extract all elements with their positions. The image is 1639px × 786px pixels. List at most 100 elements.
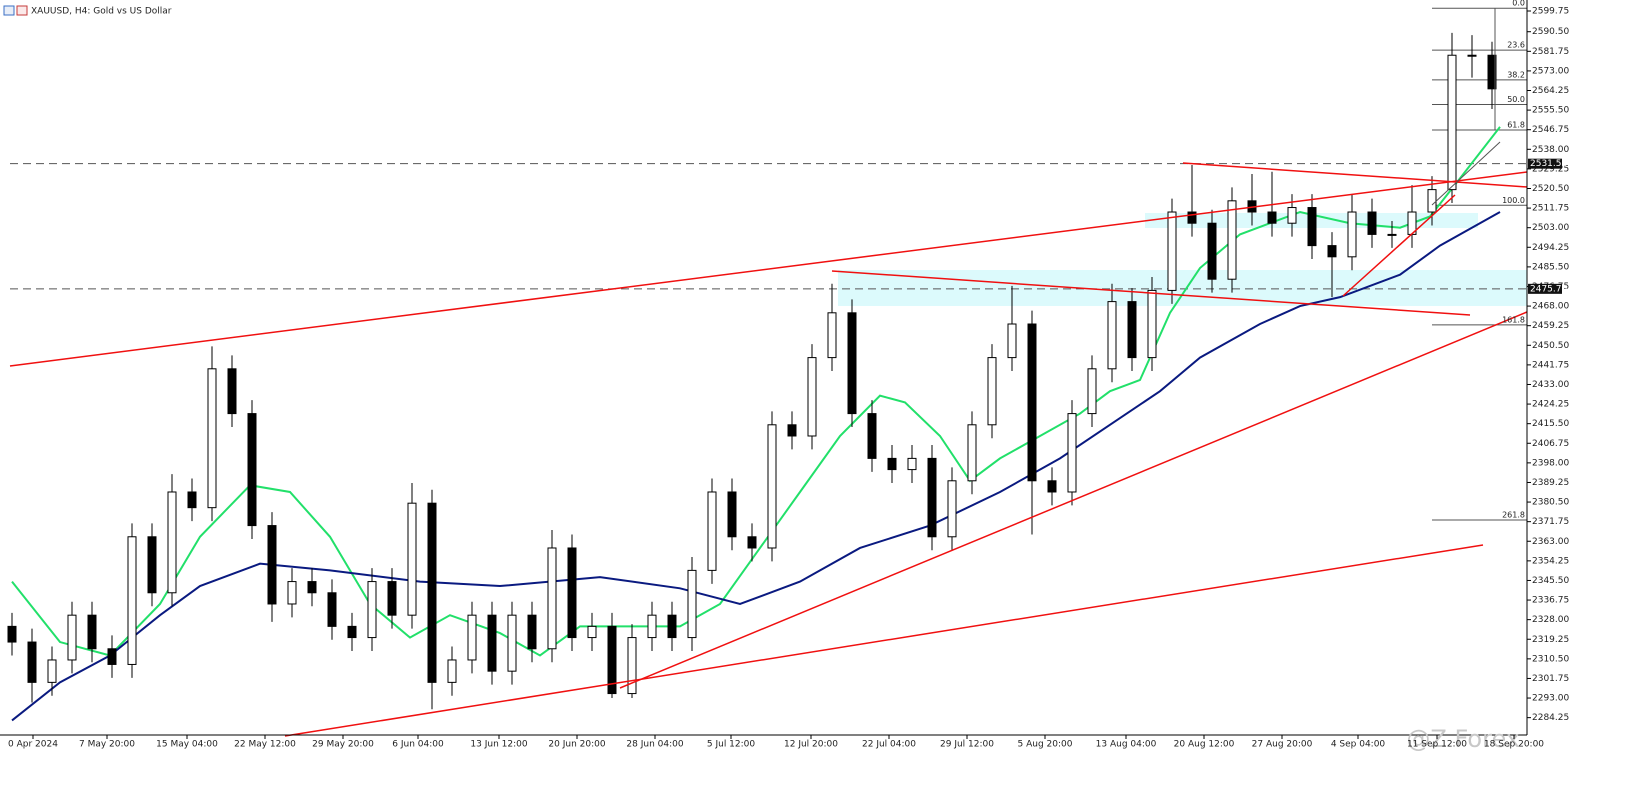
candle-body xyxy=(227,368,237,415)
y-tick-label: 2468.00 xyxy=(1532,302,1569,312)
candle-body xyxy=(407,502,417,616)
y-tick-label: 2441.75 xyxy=(1532,360,1569,370)
candle-body xyxy=(927,457,937,538)
candle-body xyxy=(67,614,77,661)
x-tick-label: 7 May 20:00 xyxy=(79,740,135,750)
y-tick-label: 2398.00 xyxy=(1532,458,1569,468)
candle-body xyxy=(807,357,817,437)
candle-body xyxy=(27,641,37,683)
candle-body xyxy=(287,581,297,605)
candle-body xyxy=(107,648,117,665)
candle-body xyxy=(1007,323,1017,359)
x-tick-label: 29 May 20:00 xyxy=(312,740,374,750)
zone xyxy=(838,270,1527,306)
y-tick-label: 2424.25 xyxy=(1532,400,1569,410)
x-tick-label: 5 Jul 12:00 xyxy=(707,740,756,750)
candle-body xyxy=(187,491,197,509)
moving-average xyxy=(11,211,1501,722)
candle-body xyxy=(847,312,857,415)
candle-body xyxy=(167,491,177,594)
candle-body xyxy=(127,536,137,665)
y-tick-label: 2573.00 xyxy=(1532,66,1569,76)
y-tick-label: 2590.50 xyxy=(1532,27,1569,37)
candle-body xyxy=(1307,207,1317,247)
candle-body xyxy=(547,547,557,650)
fib-label: 38.2 xyxy=(1507,70,1525,79)
y-tick-label: 2485.50 xyxy=(1532,262,1569,272)
candle-body xyxy=(567,547,577,639)
price-tag xyxy=(1528,158,1562,169)
candle-body xyxy=(1147,289,1157,359)
trendline xyxy=(1342,194,1456,297)
x-tick-label: 6 Jun 04:00 xyxy=(392,740,444,750)
candle-body xyxy=(1107,301,1117,370)
candle-body xyxy=(1427,189,1437,213)
y-tick-label: 2336.75 xyxy=(1532,596,1569,606)
candle-body xyxy=(747,536,757,549)
y-tick-label: 2555.50 xyxy=(1532,106,1569,116)
candle-body xyxy=(827,312,837,359)
candle-body xyxy=(347,625,357,639)
candle-body xyxy=(527,614,537,650)
candle-body xyxy=(987,357,997,426)
x-tick-label: 13 Jun 12:00 xyxy=(470,740,527,750)
trendline xyxy=(1182,162,1528,188)
candle-body xyxy=(1127,301,1137,359)
candle-body xyxy=(1047,480,1057,493)
candle-body xyxy=(1207,222,1217,280)
candle-body xyxy=(427,502,437,683)
candle-body xyxy=(87,614,97,650)
candle-body xyxy=(207,368,217,509)
header: XAUUSD, H4: Gold vs US Dollar xyxy=(3,5,172,17)
x-tick-label: 4 Sep 04:00 xyxy=(1331,740,1386,750)
y-tick-label: 2293.00 xyxy=(1532,694,1569,704)
fib-label: 100.0 xyxy=(1502,196,1525,205)
candle-body xyxy=(1067,413,1077,493)
candle-body xyxy=(447,659,457,683)
x-tick-label: 20 Aug 12:00 xyxy=(1174,740,1235,750)
candle-body xyxy=(47,659,57,683)
candle-body xyxy=(1287,207,1297,224)
candle-body xyxy=(267,525,277,605)
candle-body xyxy=(947,480,957,538)
x-tick-label: 22 Jul 04:00 xyxy=(862,740,916,750)
price-tag-label: 2475.70 xyxy=(1530,284,1567,294)
fib-label: 161.8 xyxy=(1502,315,1525,324)
x-tick-label: 29 Jul 12:00 xyxy=(940,740,994,750)
candle-body xyxy=(687,569,697,639)
candle-body xyxy=(707,491,717,571)
trendline xyxy=(831,270,1471,316)
fib-label: 261.8 xyxy=(1502,510,1525,519)
fib-label: 61.8 xyxy=(1507,121,1525,130)
candle-body xyxy=(1327,245,1337,258)
candle-body xyxy=(587,625,597,639)
candle-body xyxy=(507,614,517,672)
x-tick-label: 22 May 12:00 xyxy=(234,740,296,750)
y-tick-label: 2529.25 xyxy=(1532,164,1569,174)
price-tag xyxy=(1528,283,1562,294)
candle-body xyxy=(667,614,677,639)
fib-label: 0.0 xyxy=(1512,0,1525,8)
y-tick-label: 2319.25 xyxy=(1532,635,1569,645)
y-tick-label: 2354.25 xyxy=(1532,556,1569,566)
y-tick-label: 2581.75 xyxy=(1532,47,1569,57)
candle-body xyxy=(1487,54,1497,90)
y-tick-label: 2520.50 xyxy=(1532,184,1569,194)
candle-body xyxy=(767,424,777,549)
trendline xyxy=(284,544,1484,737)
y-tick-label: 2301.75 xyxy=(1532,674,1569,684)
y-tick-label: 2511.75 xyxy=(1532,204,1569,214)
price-tag-label: 2531.58 xyxy=(1530,159,1567,169)
x-tick-label: 12 Jul 20:00 xyxy=(784,740,838,750)
candle-body xyxy=(627,637,637,695)
y-tick-label: 2546.75 xyxy=(1532,125,1569,135)
y-tick-label: 2389.25 xyxy=(1532,478,1569,488)
candle-body xyxy=(647,614,657,639)
x-tick-label: 28 Jun 04:00 xyxy=(626,740,683,750)
y-tick-label: 2310.50 xyxy=(1532,654,1569,664)
icon xyxy=(3,5,15,16)
y-tick-label: 2494.25 xyxy=(1532,243,1569,253)
candle-body xyxy=(147,536,157,594)
candle-body xyxy=(727,491,737,538)
candle-body xyxy=(1387,233,1397,236)
